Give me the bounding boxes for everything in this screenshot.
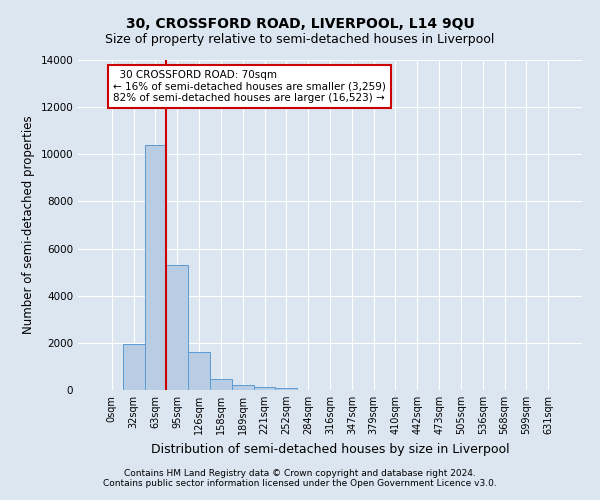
Bar (254, 387, 275, 390)
Y-axis label: Number of semi-detached properties: Number of semi-detached properties (22, 116, 35, 334)
Text: Contains public sector information licensed under the Open Government Licence v3: Contains public sector information licen… (103, 478, 497, 488)
X-axis label: Distribution of semi-detached houses by size in Liverpool: Distribution of semi-detached houses by … (151, 442, 509, 456)
Bar (145, 145, 166, 390)
Bar (210, 378, 232, 390)
Bar (232, 386, 254, 390)
Text: Size of property relative to semi-detached houses in Liverpool: Size of property relative to semi-detach… (106, 32, 494, 46)
Bar (188, 352, 210, 390)
Text: 30, CROSSFORD ROAD, LIVERPOOL, L14 9QU: 30, CROSSFORD ROAD, LIVERPOOL, L14 9QU (125, 18, 475, 32)
Bar (166, 265, 188, 390)
Text: 30 CROSSFORD ROAD: 70sqm
← 16% of semi-detached houses are smaller (3,259)
82% o: 30 CROSSFORD ROAD: 70sqm ← 16% of semi-d… (113, 70, 386, 103)
Bar (275, 388, 297, 390)
Text: Contains HM Land Registry data © Crown copyright and database right 2024.: Contains HM Land Registry data © Crown c… (124, 468, 476, 477)
Bar (123, 344, 145, 390)
